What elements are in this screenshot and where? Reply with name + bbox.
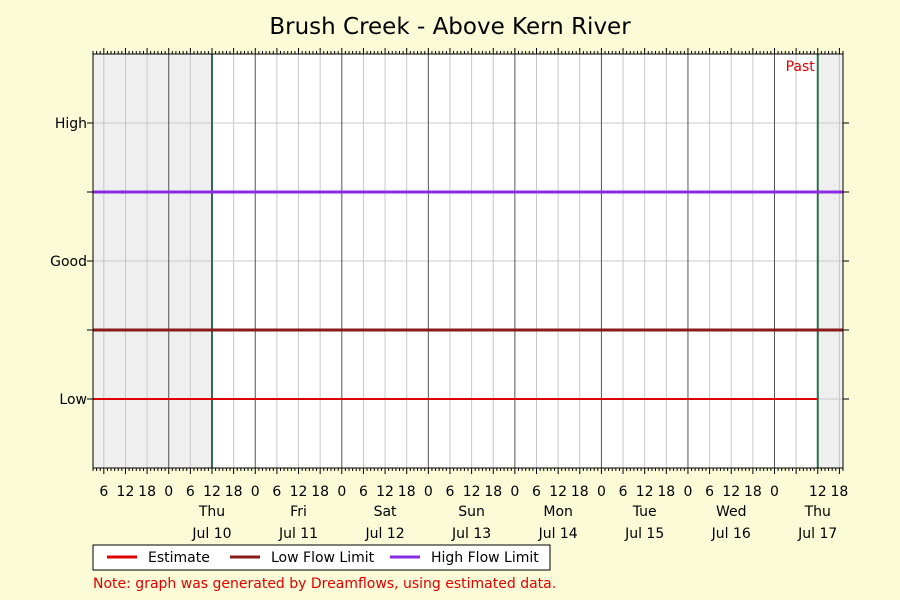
legend-label: High Flow Limit [431, 550, 539, 566]
day-label-weekday: Sat [374, 504, 397, 520]
x-tick-label: 12 [549, 484, 567, 500]
x-tick-label: 12 [117, 484, 135, 500]
y-tick-label: Low [59, 392, 87, 408]
note-text: Note: graph was generated by Dreamflows,… [93, 576, 556, 592]
x-tick-label: 18 [657, 484, 675, 500]
x-tick-label: 12 [463, 484, 481, 500]
legend: Estimate Low Flow Limit High Flow Limit [92, 544, 551, 571]
x-tick-label: 18 [138, 484, 156, 500]
day-label-date: Jul 13 [451, 526, 491, 542]
chart-title: Brush Creek - Above Kern River [269, 14, 631, 40]
legend-item-estimate: Estimate [107, 550, 210, 566]
x-tick-label: 18 [311, 484, 329, 500]
x-tick-label: 12 [290, 484, 308, 500]
day-label-weekday: Thu [198, 504, 225, 520]
x-tick-label: 6 [186, 484, 195, 500]
legend-box [92, 544, 551, 571]
x-tick-label: 6 [446, 484, 455, 500]
y-tick-label: High [55, 116, 87, 132]
legend-label: Estimate [148, 550, 210, 566]
day-label-date: Jul 17 [797, 526, 837, 542]
plot-area: Past [93, 54, 843, 468]
x-tick-label: 0 [683, 484, 692, 500]
x-tick-label: 18 [398, 484, 416, 500]
day-label-date: Jul 11 [278, 526, 318, 542]
day-label-date: Jul 16 [711, 526, 751, 542]
day-label-weekday: Thu [804, 504, 831, 520]
day-label-weekday: Fri [290, 504, 307, 520]
x-tick-label: 18 [225, 484, 243, 500]
day-label-date: Jul 15 [624, 526, 664, 542]
x-tick-label: 6 [705, 484, 714, 500]
x-tick-label: 18 [484, 484, 502, 500]
y-tick-label: Good [50, 254, 87, 270]
day-label-date: Jul 10 [191, 526, 231, 542]
day-label-date: Jul 14 [538, 526, 578, 542]
legend-item-low-flow-limit: Low Flow Limit [230, 550, 375, 566]
x-tick-label: 0 [164, 484, 173, 500]
x-tick-label: 0 [424, 484, 433, 500]
x-tick-label: 0 [770, 484, 779, 500]
day-label-weekday: Sun [458, 504, 485, 520]
x-tick-label: 12 [203, 484, 221, 500]
x-tick-label: 6 [272, 484, 281, 500]
x-tick-label: 18 [571, 484, 589, 500]
legend-item-high-flow-limit: High Flow Limit [390, 550, 539, 566]
x-tick-label: 6 [619, 484, 628, 500]
legend-label: Low Flow Limit [271, 550, 375, 566]
day-label-weekday: Mon [543, 504, 573, 520]
day-label-weekday: Tue [632, 504, 657, 520]
past-annotation: Past [786, 59, 816, 75]
x-tick-label: 0 [251, 484, 260, 500]
x-tick-label: 12 [722, 484, 740, 500]
axes: 6 12 18 0 6 12 18 0 6 12 18 0 6 12 18 0 6 12 18 0 6 12 18 0 6 12 1… [50, 48, 849, 542]
x-tick-label: 12 [376, 484, 394, 500]
x-tick-label: 6 [359, 484, 368, 500]
x-tick-label: 6 [532, 484, 541, 500]
x-tick-label: 0 [597, 484, 606, 500]
x-tick-label: 0 [510, 484, 519, 500]
x-tick-label: 18 [830, 484, 848, 500]
x-tick-label: 6 [99, 484, 108, 500]
x-tick-label: 12 [809, 484, 827, 500]
day-label-date: Jul 12 [364, 526, 404, 542]
x-tick-label: 12 [636, 484, 654, 500]
x-tick-label: 18 [744, 484, 762, 500]
x-tick-label: 0 [337, 484, 346, 500]
day-label-weekday: Wed [716, 504, 747, 520]
